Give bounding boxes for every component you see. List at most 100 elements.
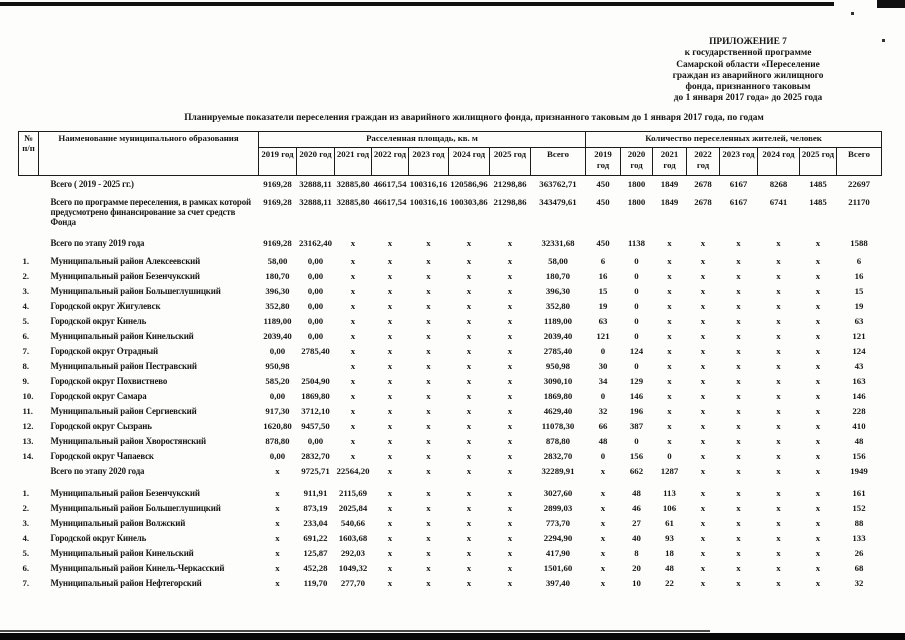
residents-value-cell: x xyxy=(776,331,781,341)
residents-value-cell: 129 xyxy=(629,376,644,386)
area-value-cell: x xyxy=(507,502,513,513)
area-value-cell: x xyxy=(507,562,513,573)
residents-value-cell: 161 xyxy=(852,487,866,498)
area-value-cell: 32888,11 xyxy=(299,197,332,207)
residents-value-cell: 133 xyxy=(852,532,866,543)
area-value-cell: x xyxy=(426,562,431,573)
residents-value-cell: x xyxy=(736,517,741,528)
area-value-cell: x xyxy=(350,451,356,461)
appendix-line: Самарской области «Переселение xyxy=(676,59,820,70)
area-group-header: Расселенная площадь, кв. м xyxy=(258,131,586,148)
area-value-cell: x xyxy=(507,406,513,416)
area-value-cell: 100316,16 xyxy=(409,178,448,189)
table-row: 7. Городской округ Отрадный 0,00 2785,40 x x x… xyxy=(19,344,882,359)
residents-value-cell: x xyxy=(667,271,672,281)
residents-value-cell: x xyxy=(776,517,781,528)
residents-value-cell: 15 xyxy=(598,286,608,296)
row-number-cell: 3. xyxy=(22,286,30,296)
residents-value-cell: x xyxy=(736,376,741,386)
residents-value-cell: 6 xyxy=(600,256,606,266)
area-value-cell: x xyxy=(350,286,356,296)
area-value-cell: 0,00 xyxy=(269,391,286,401)
residents-value-cell: x xyxy=(736,346,741,356)
area-value-cell: 352,80 xyxy=(545,301,571,311)
area-value-cell: 9169,28 xyxy=(263,178,292,189)
residents-value-cell: x xyxy=(700,532,706,543)
area-value-cell: 2039,40 xyxy=(263,331,292,341)
residents-value-cell: 1849 xyxy=(660,178,679,189)
residents-value-cell: x xyxy=(700,376,706,386)
residents-value-cell: x xyxy=(776,361,781,371)
area-value-cell: x xyxy=(426,361,431,371)
residents-value-cell: x xyxy=(736,466,741,476)
residents-value-cell: x xyxy=(600,547,606,558)
municipality-cell: Муниципальный район Алексеевский xyxy=(50,256,201,266)
residents-value-cell: 22 xyxy=(665,577,674,588)
appendix-line: к государственной программе xyxy=(684,48,812,59)
municipality-cell: Муниципальный район Большеглушицкий xyxy=(50,502,221,513)
row-number-header: № п/п xyxy=(18,131,39,176)
residents-year-header: Всего xyxy=(835,147,883,176)
area-value-cell: x xyxy=(275,466,280,476)
area-value-cell: x xyxy=(387,466,393,476)
area-value-cell: x xyxy=(507,391,513,401)
area-value-cell: 9725,71 xyxy=(301,466,330,476)
residents-value-cell: x xyxy=(700,547,706,558)
area-value-cell: x xyxy=(275,502,280,513)
residents-value-cell: 18 xyxy=(665,547,674,558)
scan-artifact-bottom-bar xyxy=(0,633,905,640)
residents-value-cell: x xyxy=(776,256,781,266)
municipality-header: Наименование муниципального образования xyxy=(38,131,259,176)
residents-value-cell: x xyxy=(736,487,741,498)
area-value-cell: x xyxy=(426,346,431,356)
area-value-cell: 23162,40 xyxy=(299,237,332,248)
area-value-cell: 417,90 xyxy=(545,547,571,558)
residents-value-cell: 2678 xyxy=(694,178,712,189)
residents-value-cell: 450 xyxy=(596,178,610,189)
residents-value-cell: x xyxy=(600,487,606,498)
residents-value-cell: 30 xyxy=(598,361,608,371)
area-value-cell: x xyxy=(426,256,431,266)
residents-value-cell: 0 xyxy=(600,451,606,461)
residents-value-cell: x xyxy=(815,487,821,498)
residents-value-cell: x xyxy=(815,451,821,461)
area-value-cell: x xyxy=(507,361,513,371)
area-value-cell: x xyxy=(387,532,393,543)
residents-value-cell: x xyxy=(815,406,821,416)
residents-value-cell: 48 xyxy=(598,436,608,446)
area-value-cell: x xyxy=(426,487,431,498)
residents-value-cell: x xyxy=(736,286,741,296)
residents-value-cell: x xyxy=(700,502,706,513)
area-value-cell: 2899,03 xyxy=(543,502,573,513)
area-value-cell: x xyxy=(466,256,472,266)
area-value-cell: x xyxy=(387,406,393,416)
residents-value-cell: 124 xyxy=(629,346,644,356)
area-value-cell: x xyxy=(387,391,393,401)
area-value-cell: 540,66 xyxy=(340,517,366,528)
row-number-cell: 9. xyxy=(22,376,30,386)
municipality-cell: Городской округ Кинель xyxy=(50,532,147,543)
area-value-cell: 0,00 xyxy=(307,256,324,266)
residents-value-cell: 46 xyxy=(632,502,641,513)
table-row: Всего по этапу 2019 года 9169,28 23162,40 x… xyxy=(19,230,882,251)
area-value-cell: x xyxy=(387,421,393,431)
area-value-cell: 32331,68 xyxy=(541,237,575,248)
municipality-cell: Муниципальный район Кинель-Черкасский xyxy=(50,562,225,573)
area-value-cell: x xyxy=(350,436,356,446)
area-value-cell: x xyxy=(466,502,472,513)
row-number-cell: 13. xyxy=(22,436,34,446)
area-value-cell: 2504,90 xyxy=(301,376,330,386)
area-value-cell: 180,70 xyxy=(265,271,290,281)
area-value-cell: x xyxy=(387,436,393,446)
municipality-cell: Всего по программе переселения, в рамках… xyxy=(50,197,252,227)
area-value-cell: 100303,86 xyxy=(450,197,488,207)
residents-value-cell: x xyxy=(700,406,706,416)
residents-value-cell: 0 xyxy=(634,271,639,281)
table-row: 6. Муниципальный район Кинельский 2039,40 0… xyxy=(19,329,882,344)
residents-value-cell: x xyxy=(667,346,672,356)
residents-value-cell: x xyxy=(736,547,741,558)
row-number-cell xyxy=(19,464,39,479)
area-value-cell: x xyxy=(387,361,393,371)
residents-value-cell: x xyxy=(815,361,821,371)
residents-value-cell: x xyxy=(600,562,606,573)
